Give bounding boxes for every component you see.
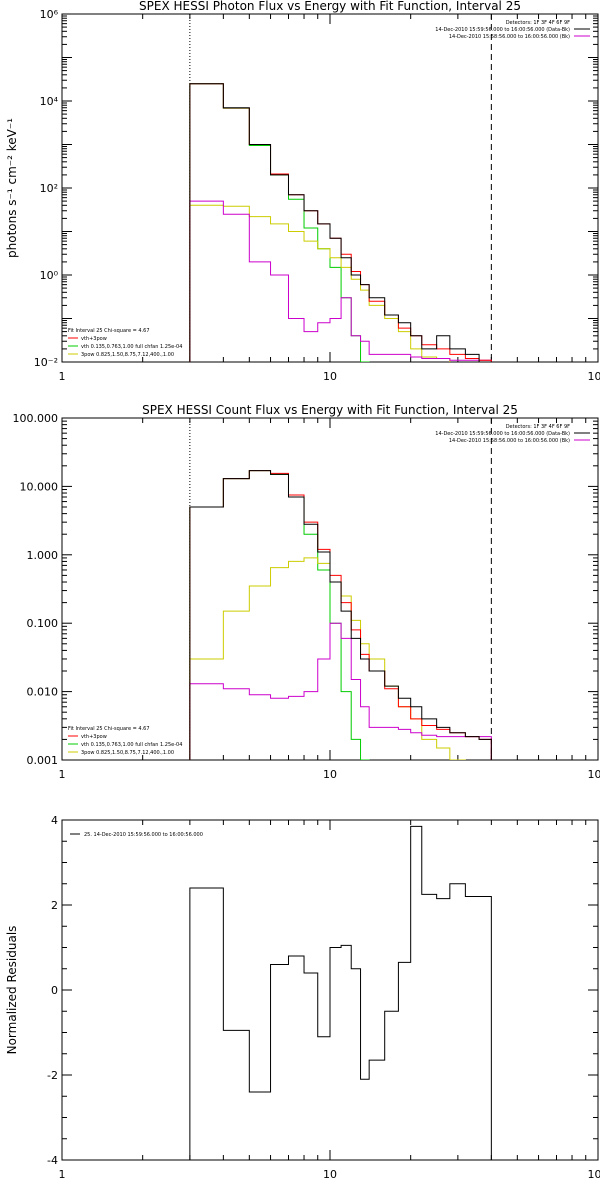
y-tick-label: 0.100 xyxy=(27,617,59,630)
y-tick-label: 4 xyxy=(51,814,58,827)
chart-panel-2: SPEX HESSI Count Flux vs Energy with Fit… xyxy=(13,403,600,781)
y-tick-label: 1.000 xyxy=(27,549,59,562)
x-tick-label: 10 xyxy=(323,370,337,383)
series-group xyxy=(189,825,492,1160)
y-tick-label: 10⁻² xyxy=(34,356,58,369)
series-line-data-bk xyxy=(189,470,492,760)
series-group xyxy=(189,83,492,362)
legend-entry: Detectors: 1F 3F 4F 6F 9F xyxy=(506,20,570,26)
y-tick-label: 10.000 xyxy=(20,480,59,493)
y-tick-label: 2 xyxy=(51,899,58,912)
legend-entry: 14-Dec-2010 15:58:56.000 to 16:00:56.000… xyxy=(449,34,570,40)
series-line-vth xyxy=(189,83,370,362)
fit-info-label: Fit Interval 25 Chi-square = 4.67 xyxy=(68,328,150,334)
fit-info-label: Fit Interval 25 Chi-square = 4.67 xyxy=(68,726,150,732)
chart-panel-3: 1 10 100 -4 -2 0 2 4 Normalized Residuals 25. 14-… xyxy=(5,814,600,1181)
series-line-bk xyxy=(189,200,492,362)
y-tick-label: 10⁰ xyxy=(40,269,59,282)
legend-entry: 25. 14-Dec-2010 15:59:56.000 to 16:00:56… xyxy=(84,832,203,838)
legend-entry: 3pow 0.825,1.50,8.75,7.12,400.,1.00 xyxy=(81,352,174,358)
legend-entry: vth+3pow xyxy=(81,734,107,740)
y-tick-label: 10⁶ xyxy=(40,8,59,21)
legend-entry: 14-Dec-2010 15:59:56.000 to 16:00:56.000… xyxy=(435,431,570,437)
y-tick-label: 0.010 xyxy=(27,686,59,699)
series-line-data-bk xyxy=(189,83,492,362)
x-tick-label: 100 xyxy=(588,370,600,383)
x-tick-label: 1 xyxy=(59,768,66,781)
chart-title: SPEX HESSI Count Flux vs Energy with Fit… xyxy=(142,403,518,417)
legend-entry: Detectors: 1F 3F 4F 6F 9F xyxy=(506,424,570,430)
y-tick-label: 0 xyxy=(51,984,58,997)
chart-title: SPEX HESSI Photon Flux vs Energy with Fi… xyxy=(139,0,521,13)
series-line-bk xyxy=(189,622,492,760)
series-line-3pow xyxy=(189,204,451,362)
y-tick-label: -2 xyxy=(47,1069,58,1082)
legend-entry: 14-Dec-2010 15:58:56.000 to 16:00:56.000… xyxy=(449,438,570,444)
series-group xyxy=(189,470,492,760)
y-tick-label: -4 xyxy=(47,1154,58,1167)
x-tick-label: 10 xyxy=(323,1168,337,1181)
y-tick-label: 10⁴ xyxy=(40,95,59,108)
plot-frame xyxy=(61,13,599,363)
series-line-vth xyxy=(189,470,370,760)
legend-entry: vth 0.135,0.763,1.00 full chfan 1.25e-04 xyxy=(81,742,182,748)
x-tick-label: 100 xyxy=(588,1168,600,1181)
legend-entry: 14-Dec-2010 15:59:56.000 to 16:00:56.000… xyxy=(435,27,570,33)
y-tick-label: 100.000 xyxy=(13,412,59,425)
x-tick-label: 1 xyxy=(59,1168,66,1181)
series-line-residuals xyxy=(189,825,492,1160)
legend-entry: 3pow 0.825,1.50,8.75,7.12,400.,1.00 xyxy=(81,750,174,756)
y-axis-label: Normalized Residuals xyxy=(5,926,19,1055)
legend-entry: vth+3pow xyxy=(81,336,107,342)
x-tick-label: 10 xyxy=(323,768,337,781)
x-tick-label: 1 xyxy=(59,370,66,383)
x-tick-label: 100 xyxy=(588,768,600,781)
y-tick-label: 0.001 xyxy=(27,754,59,767)
chart-panel-1: SPEX HESSI Photon Flux vs Energy with Fi… xyxy=(5,0,600,383)
legend-entry: vth 0.135,0.763,1.00 full chfan 1.25e-04 xyxy=(81,344,182,350)
y-tick-label: 10² xyxy=(40,182,58,195)
y-axis-label: photons s⁻¹ cm⁻² keV⁻¹ xyxy=(5,118,19,258)
